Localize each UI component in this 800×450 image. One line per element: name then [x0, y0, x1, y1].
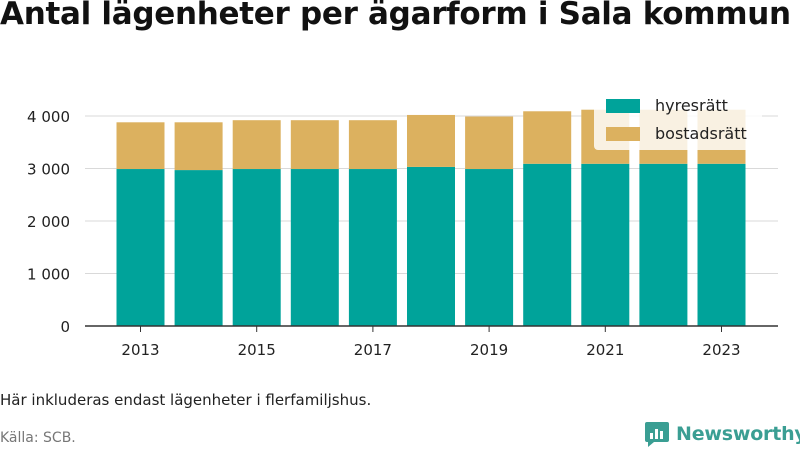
chart-note: Här inkluderas endast lägenheter i flerf…: [0, 391, 372, 409]
y-tick-label: 2 000: [27, 213, 70, 231]
bar-bostadsratt: [523, 111, 572, 164]
bar-hyresratt: [116, 169, 165, 326]
bar-bostadsratt: [348, 120, 397, 170]
y-tick-label: 0: [60, 318, 70, 336]
bar-bostadsratt: [465, 116, 514, 170]
source-label: Källa: SCB.: [0, 430, 76, 446]
bar-bostadsratt: [290, 120, 339, 170]
bar-hyresratt: [348, 169, 397, 326]
legend-label: bostadsrätt: [655, 124, 747, 143]
x-tick-label: 2015: [238, 341, 276, 359]
x-tick-label: 2019: [470, 341, 508, 359]
bar-hyresratt: [290, 169, 339, 326]
bar-hyresratt: [407, 166, 455, 326]
bar-hyresratt: [581, 163, 630, 326]
bar-hyresratt: [639, 163, 688, 326]
legend-swatch: [606, 127, 640, 141]
bar-bostadsratt: [116, 122, 165, 170]
legend-label: hyresrätt: [655, 96, 728, 115]
bar-bostadsratt: [407, 114, 455, 167]
brand-name: Newsworthy: [676, 423, 800, 445]
legend-swatch: [606, 99, 640, 113]
chart-title: Antal lägenheter per ägarform i Sala kom…: [0, 0, 791, 32]
bar-bostadsratt: [174, 122, 223, 171]
bar-hyresratt: [232, 169, 281, 326]
bar-hyresratt: [465, 169, 514, 326]
y-tick-label: 4 000: [27, 108, 70, 126]
y-tick-label: 1 000: [27, 266, 70, 284]
bar-hyresratt: [174, 170, 223, 326]
y-tick-label: 3 000: [27, 161, 70, 179]
newsworthy-brand[interactable]: Newsworthy: [644, 419, 800, 449]
newsworthy-logo-icon: [645, 422, 669, 447]
bar-hyresratt: [523, 163, 572, 326]
x-tick-label: 2013: [121, 341, 159, 359]
bar-bostadsratt: [232, 120, 281, 170]
x-tick-label: 2017: [354, 341, 392, 359]
x-tick-label: 2023: [702, 341, 740, 359]
x-tick-label: 2021: [586, 341, 624, 359]
bar-hyresratt: [697, 163, 746, 326]
